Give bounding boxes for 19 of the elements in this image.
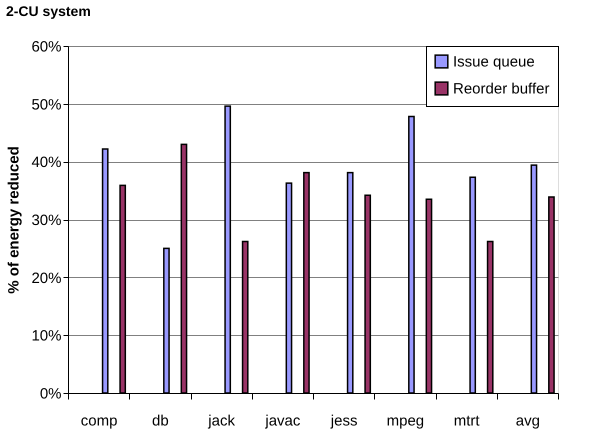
y-tick-label: 50%	[31, 96, 62, 114]
chart-title: 2-CU system	[6, 3, 91, 19]
y-tick-label: 40%	[31, 154, 62, 172]
x-tick-label: javac	[264, 412, 301, 430]
legend-label: Issue queue	[453, 54, 535, 70]
x-tick-label: comp	[80, 412, 118, 430]
y-tick-label: 0%	[40, 386, 62, 402]
legend-label: Reorder buffer	[453, 80, 550, 98]
y-tick-label: 60%	[31, 38, 62, 56]
y-tick-label: 10%	[31, 328, 62, 345]
x-tick-label: mtrt	[454, 412, 480, 430]
x-tick-label: jess	[330, 412, 358, 430]
x-tick-label: jack	[207, 412, 236, 430]
x-tick-label: mpeg	[386, 412, 424, 430]
x-tick-label: db	[152, 412, 169, 430]
y-axis-title: % of energy reduced	[5, 146, 22, 294]
y-tick-label: 30%	[31, 212, 62, 229]
y-tick-label: 20%	[31, 270, 62, 287]
x-tick-label: avg	[516, 412, 540, 430]
